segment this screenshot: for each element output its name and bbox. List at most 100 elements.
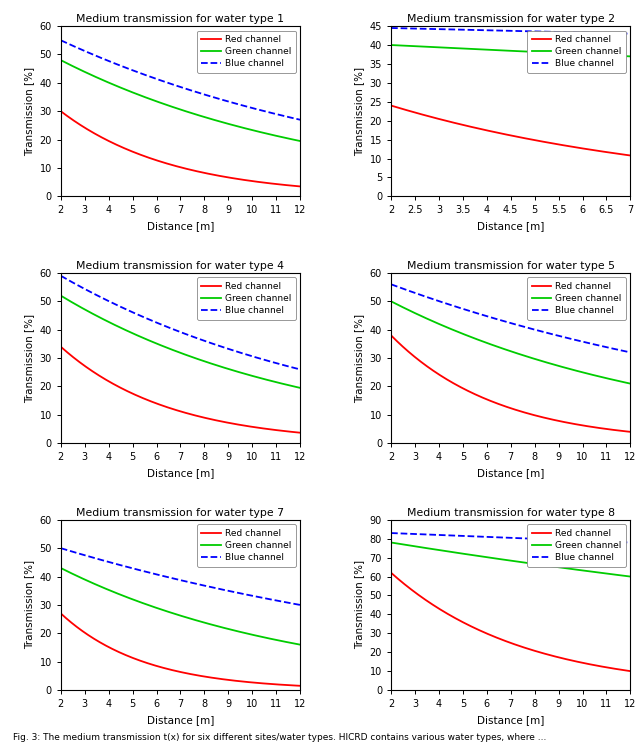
Green channel: [627, 379, 634, 388]
Green channel: [172, 609, 180, 618]
Green channel: [501, 555, 509, 564]
Green channel: [296, 137, 304, 145]
Red channel: [516, 133, 524, 142]
Blue channel: [200, 90, 207, 98]
Blue channel: [627, 538, 634, 547]
Blue channel: [584, 28, 591, 37]
Blue channel: [253, 592, 261, 601]
Green channel: [387, 297, 395, 306]
Blue channel: [501, 533, 509, 542]
Green channel: [200, 357, 207, 366]
Blue channel: [516, 27, 524, 36]
Blue channel: [200, 336, 207, 345]
Red channel: [621, 666, 628, 675]
Title: Medium transmission for water type 8: Medium transmission for water type 8: [407, 507, 615, 518]
Blue channel: [186, 331, 194, 340]
Green channel: [253, 631, 261, 640]
Title: Medium transmission for water type 1: Medium transmission for water type 1: [76, 14, 284, 24]
Red channel: [501, 130, 509, 139]
Red channel: [387, 331, 395, 340]
Y-axis label: Transmission [%]: Transmission [%]: [24, 313, 34, 403]
Blue channel: [186, 86, 194, 95]
Line: Red channel: Red channel: [391, 573, 630, 671]
Red channel: [291, 427, 298, 436]
Green channel: [57, 56, 65, 65]
Blue channel: [627, 348, 634, 357]
Blue channel: [57, 272, 65, 280]
Line: Blue channel: Blue channel: [391, 284, 630, 352]
Blue channel: [253, 104, 261, 113]
Line: Green channel: Green channel: [61, 568, 300, 645]
Red channel: [291, 181, 298, 190]
Green channel: [291, 382, 298, 391]
Title: Medium transmission for water type 2: Medium transmission for water type 2: [407, 14, 615, 24]
Red channel: [57, 609, 65, 618]
Blue channel: [387, 529, 395, 538]
Line: Blue channel: Blue channel: [61, 276, 300, 369]
Blue channel: [171, 574, 179, 583]
Green channel: [530, 354, 538, 363]
Red channel: [200, 413, 207, 422]
Blue channel: [627, 29, 634, 38]
Red channel: [501, 401, 509, 410]
Line: Blue channel: Blue channel: [61, 548, 300, 605]
Green channel: [186, 614, 194, 623]
Blue channel: [584, 338, 591, 347]
Red channel: [387, 568, 395, 577]
Green channel: [502, 46, 510, 55]
Red channel: [501, 636, 509, 645]
Green channel: [186, 108, 194, 117]
Green channel: [584, 566, 591, 575]
Blue channel: [501, 317, 509, 326]
Green channel: [57, 291, 65, 300]
Green channel: [296, 383, 304, 392]
Green channel: [172, 104, 180, 113]
X-axis label: Distance [m]: Distance [m]: [477, 468, 545, 477]
Red channel: [186, 670, 194, 679]
Blue channel: [501, 26, 509, 35]
Red channel: [621, 150, 628, 159]
Blue channel: [584, 536, 591, 545]
Line: Green channel: Green channel: [61, 295, 300, 388]
Green channel: [516, 557, 524, 566]
Green channel: [253, 373, 261, 382]
Green channel: [621, 571, 628, 580]
Red channel: [172, 406, 180, 415]
Green channel: [501, 46, 509, 55]
Red channel: [171, 161, 179, 170]
Green channel: [291, 639, 298, 648]
Legend: Red channel, Green channel, Blue channel: Red channel, Green channel, Blue channel: [196, 31, 296, 73]
Red channel: [502, 130, 510, 139]
Blue channel: [291, 114, 298, 123]
Blue channel: [253, 353, 261, 362]
Legend: Red channel, Green channel, Blue channel: Red channel, Green channel, Blue channel: [527, 524, 626, 567]
Red channel: [584, 145, 591, 154]
Green channel: [171, 103, 179, 112]
Line: Red channel: Red channel: [61, 111, 300, 186]
Red channel: [291, 681, 298, 690]
Green channel: [627, 572, 634, 581]
Green channel: [501, 345, 509, 354]
Green channel: [200, 112, 207, 121]
Blue channel: [57, 36, 65, 45]
Red channel: [502, 637, 510, 646]
Red channel: [253, 678, 261, 687]
Title: Medium transmission for water type 4: Medium transmission for water type 4: [76, 261, 284, 271]
Blue channel: [516, 534, 524, 543]
Red channel: [57, 107, 65, 116]
Green channel: [57, 563, 65, 572]
Legend: Red channel, Green channel, Blue channel: Red channel, Green channel, Blue channel: [196, 278, 296, 320]
X-axis label: Distance [m]: Distance [m]: [477, 221, 545, 231]
Y-axis label: Transmission [%]: Transmission [%]: [24, 66, 34, 156]
Red channel: [584, 659, 591, 668]
Title: Medium transmission for water type 5: Medium transmission for water type 5: [407, 261, 615, 271]
Green channel: [296, 640, 304, 649]
Blue channel: [186, 578, 194, 587]
Red channel: [172, 666, 180, 675]
Blue channel: [387, 280, 395, 289]
Text: Fig. 3: The medium transmission t(x) for six different sites/water types. HICRD : Fig. 3: The medium transmission t(x) for…: [13, 733, 546, 742]
Green channel: [172, 347, 180, 356]
Green channel: [387, 40, 395, 49]
Red channel: [530, 136, 538, 145]
Green channel: [387, 538, 395, 547]
